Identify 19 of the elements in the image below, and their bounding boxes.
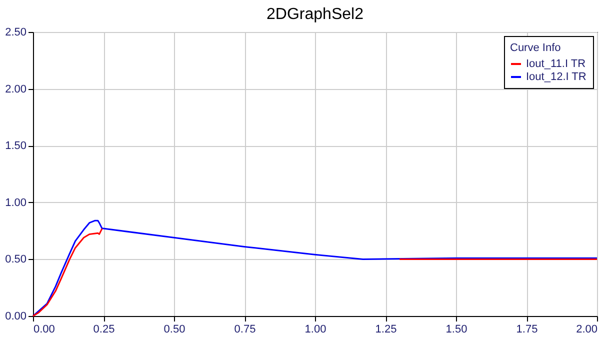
chart-title: 2DGraphSel2: [266, 6, 364, 23]
x-tick-label: 0.50: [164, 324, 186, 336]
y-tick-label: 2.00: [5, 83, 26, 96]
legend-label: Iout_12.I TR: [526, 71, 586, 83]
legend-title: Curve Info: [510, 42, 561, 54]
x-tick-label: 0.00: [34, 324, 55, 336]
x-tick-label: 0.25: [93, 324, 115, 336]
y-tick-label: 0.00: [5, 310, 26, 322]
x-tick-label: 1.75: [516, 324, 538, 336]
y-tick-label: 1.50: [5, 140, 26, 152]
x-tick-label: 1.50: [446, 324, 468, 336]
x-tick-label: 0.75: [234, 324, 256, 336]
y-tick-label: 2.50: [5, 26, 26, 38]
x-tick-label: 1.25: [375, 324, 397, 336]
y-tick-label: 0.50: [5, 254, 26, 266]
x-tick-label: 2.00: [576, 324, 598, 336]
y-tick-label: 1.00: [5, 196, 26, 209]
x-tick-label: 1.00: [304, 324, 326, 336]
legend-label: Iout_11.I TR: [526, 58, 586, 70]
